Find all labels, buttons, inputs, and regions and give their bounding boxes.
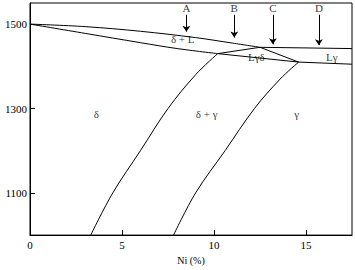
svg-text:D: D — [315, 2, 323, 14]
svg-text:1300: 1300 — [5, 103, 28, 115]
svg-text:0: 0 — [27, 239, 33, 251]
svg-text:δ + γ: δ + γ — [196, 108, 218, 120]
svg-text:A: A — [182, 2, 190, 14]
svg-text:δ + L: δ + L — [170, 32, 195, 45]
svg-text:C: C — [269, 2, 276, 14]
svg-text:Ni (%): Ni (%) — [177, 255, 205, 267]
svg-text:B: B — [231, 2, 238, 14]
svg-text:Lγδ: Lγδ — [247, 51, 265, 64]
svg-text:10: 10 — [209, 239, 221, 251]
svg-text:1500: 1500 — [5, 18, 28, 30]
svg-text:1100: 1100 — [5, 187, 27, 199]
svg-text:Lγ: Lγ — [326, 51, 338, 63]
svg-text:5: 5 — [119, 239, 125, 251]
svg-text:15: 15 — [301, 239, 313, 251]
svg-text:γ: γ — [293, 108, 299, 120]
svg-text:δ: δ — [94, 108, 99, 120]
